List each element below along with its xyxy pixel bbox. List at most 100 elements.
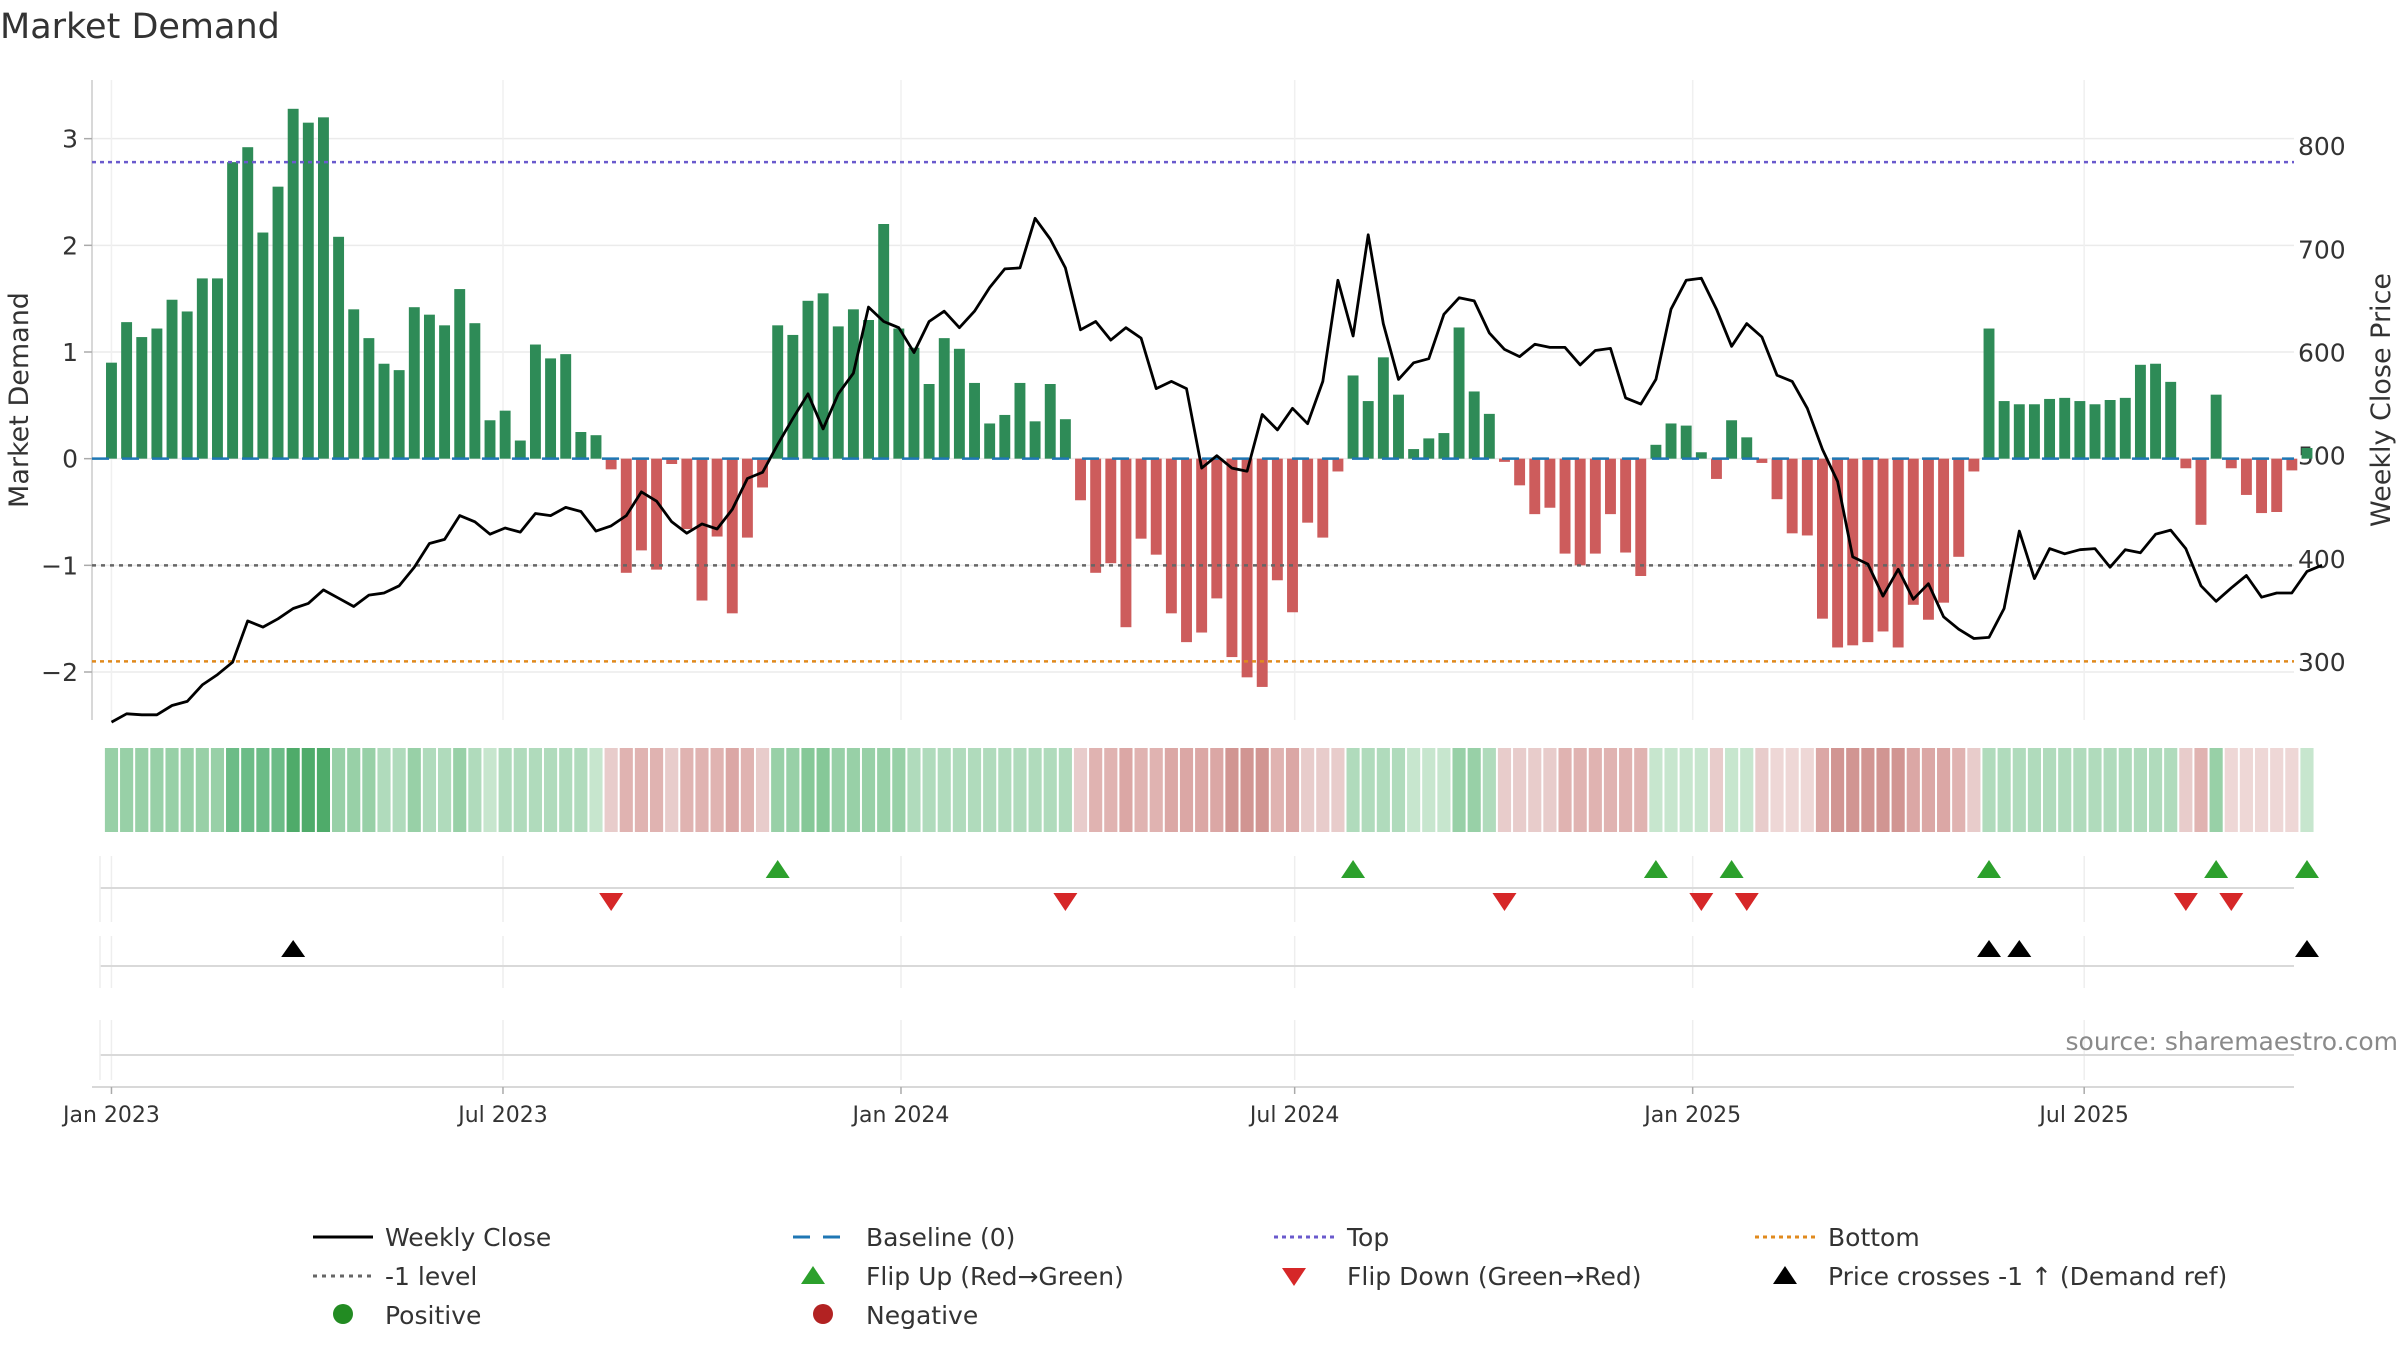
- demand-bar: [726, 458, 738, 614]
- heat-cell: [1225, 748, 1239, 832]
- heat-cell: [1906, 748, 1920, 832]
- demand-bar: [605, 458, 617, 470]
- heat-cell: [1422, 748, 1436, 832]
- heat-cell: [2194, 748, 2208, 832]
- legend-top-label: Top: [1346, 1223, 1389, 1252]
- legend-negative-label: Negative: [866, 1301, 978, 1330]
- heat-cell: [180, 748, 194, 832]
- demand-bar: [302, 122, 314, 459]
- heat-cell: [226, 748, 240, 832]
- flip-lane-grid: [99, 856, 2294, 922]
- demand-bar: [1620, 458, 1632, 553]
- demand-bar: [863, 320, 874, 459]
- demand-bar: [1938, 458, 1950, 603]
- demand-bar: [1059, 419, 1071, 459]
- demand-bar: [106, 362, 117, 459]
- demand-bar: [1589, 458, 1601, 554]
- heat-cell: [1361, 748, 1375, 832]
- demand-bar: [439, 325, 451, 459]
- heat-cell: [1255, 748, 1269, 832]
- x-tick-label: Jan 2024: [851, 1103, 950, 1128]
- heat-cell: [1846, 748, 1860, 832]
- demand-bar: [2271, 458, 2283, 512]
- demand-bar: [529, 344, 541, 459]
- demand-bar: [242, 147, 254, 459]
- legend-flip-down-label: Flip Down (Green→Red): [1347, 1262, 1642, 1291]
- heat-cell: [2300, 748, 2314, 832]
- demand-bar: [1241, 458, 1253, 678]
- flip-up-marker: [765, 860, 790, 878]
- heat-cell: [1407, 748, 1421, 832]
- demand-bar: [635, 458, 647, 551]
- demand-bar: [923, 384, 935, 459]
- heat-cell: [2224, 748, 2238, 832]
- legend-item-baseline: Baseline (0): [793, 1223, 1015, 1252]
- demand-bar: [651, 458, 663, 570]
- flip-down-marker: [1492, 893, 1517, 911]
- demand-bar: [1968, 458, 1980, 472]
- demand-bar: [1120, 458, 1132, 628]
- heat-cell: [241, 748, 255, 832]
- heat-cell: [1482, 748, 1496, 832]
- heat-cell: [680, 748, 694, 832]
- heat-cell: [983, 748, 997, 832]
- flip-up-marker: [2294, 860, 2319, 878]
- legend-positive-dot: [333, 1304, 353, 1324]
- demand-bar: [1468, 391, 1480, 459]
- heat-cell: [589, 748, 603, 832]
- demand-bar: [741, 458, 753, 538]
- demand-bar: [817, 293, 829, 459]
- demand-bars: [106, 108, 2313, 687]
- heat-cell: [1179, 748, 1194, 832]
- heat-cell: [2270, 748, 2284, 832]
- heat-cell: [2239, 748, 2253, 832]
- demand-bar: [666, 458, 678, 464]
- heat-cell: [1164, 748, 1178, 832]
- heat-cell: [1467, 748, 1481, 832]
- heat-cell: [1982, 748, 1996, 832]
- demand-bar: [454, 289, 466, 459]
- demand-bar: [1832, 458, 1844, 648]
- demand-bar: [423, 314, 435, 459]
- heat-cell: [483, 748, 497, 832]
- demand-bar: [499, 410, 511, 459]
- demand-bar: [1695, 452, 1707, 459]
- flip-events-lane: [99, 856, 2319, 922]
- heat-cell: [1740, 748, 1754, 832]
- demand-bar: [2028, 404, 2040, 459]
- heat-cell: [710, 748, 724, 832]
- heat-cell: [1725, 748, 1739, 832]
- heat-cell: [2012, 748, 2026, 832]
- heat-cell: [453, 748, 467, 832]
- price-cross-marker: [2294, 940, 2319, 957]
- heat-cell: [816, 748, 830, 832]
- demand-bar: [1317, 458, 1329, 538]
- heat-cell: [2133, 748, 2147, 832]
- heat-cell: [1952, 748, 1966, 832]
- legend-item-positive: Positive: [333, 1301, 481, 1330]
- demand-bar: [1499, 458, 1510, 462]
- heat-cell: [1876, 748, 1890, 832]
- legend-negative-dot: [813, 1304, 833, 1324]
- cross-events-lane: [99, 936, 2319, 988]
- demand-bar: [2044, 398, 2056, 459]
- demand-bar: [1514, 458, 1526, 486]
- heat-cell: [2088, 748, 2102, 832]
- heat-cell: [422, 748, 437, 832]
- heat-cell: [1316, 748, 1330, 832]
- heat-cell: [1119, 748, 1133, 832]
- demand-bar: [1256, 458, 1268, 687]
- heat-cell: [1270, 748, 1284, 832]
- demand-bar: [1680, 425, 1692, 459]
- weekly-close-line: [110, 216, 2323, 724]
- demand-bar: [545, 358, 557, 459]
- heat-cell: [2254, 748, 2269, 832]
- demand-bar: [1892, 458, 1904, 648]
- demand-bar: [1817, 458, 1828, 619]
- heat-cell: [922, 748, 936, 832]
- flip-up-marker: [1977, 860, 2002, 878]
- y-tick-label-left: −2: [41, 658, 78, 687]
- demand-bar: [938, 338, 950, 459]
- heat-cell: [301, 748, 315, 832]
- demand-bar: [393, 370, 405, 459]
